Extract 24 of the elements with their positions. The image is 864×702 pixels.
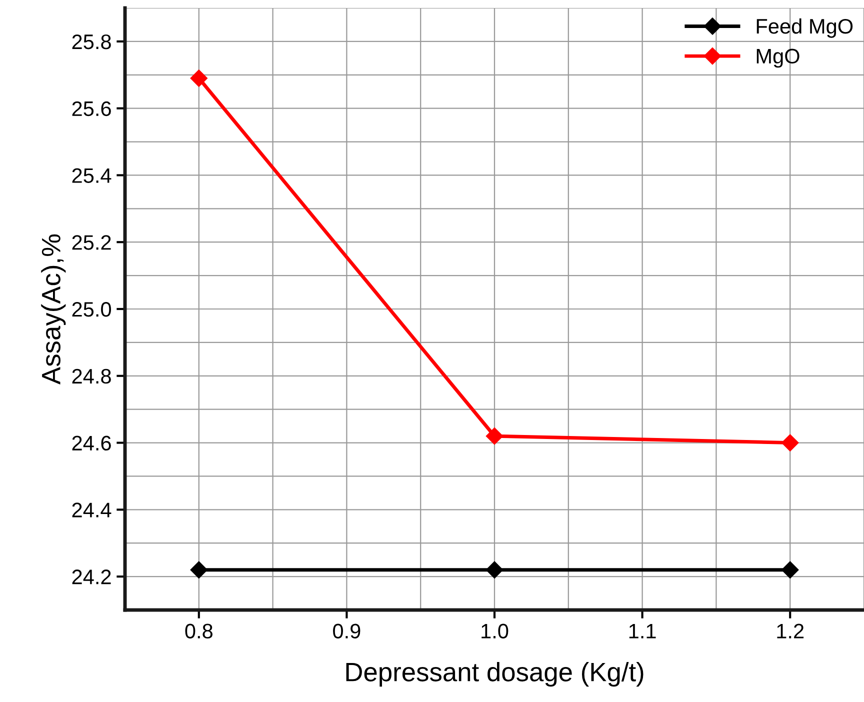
point bbox=[486, 561, 504, 578]
point bbox=[486, 428, 504, 445]
x-tick-label: 0.9 bbox=[333, 624, 360, 638]
y-tick-label: 24.4 bbox=[72, 502, 112, 518]
y-tick-label: 25.4 bbox=[72, 168, 112, 183]
x-tick-label: 0.8 bbox=[185, 624, 212, 638]
x-tick-label: 1.2 bbox=[777, 624, 804, 638]
point bbox=[782, 561, 799, 578]
y-tick-label: 25.0 bbox=[72, 302, 111, 317]
x-axis-title: Depressant dosage (Kg/t) bbox=[346, 662, 644, 687]
point bbox=[190, 561, 208, 578]
y-tick-label: 24.2 bbox=[72, 570, 111, 584]
y-tick-label: 25.8 bbox=[72, 34, 111, 50]
x-tick-label: 1.0 bbox=[482, 624, 508, 638]
y-axis-title: Assay(Ac),% bbox=[41, 234, 66, 384]
y-tick-label: 25.6 bbox=[72, 101, 111, 116]
legend-label: MgO bbox=[756, 48, 800, 68]
legend-label: Feed MgO bbox=[756, 18, 853, 38]
y-tick-label: 25.2 bbox=[72, 235, 111, 250]
point bbox=[782, 434, 799, 452]
x-tick-label: 1.1 bbox=[629, 624, 656, 638]
y-tick-label: 24.8 bbox=[72, 368, 111, 384]
point bbox=[190, 70, 208, 87]
y-tick-label: 24.6 bbox=[72, 436, 111, 451]
